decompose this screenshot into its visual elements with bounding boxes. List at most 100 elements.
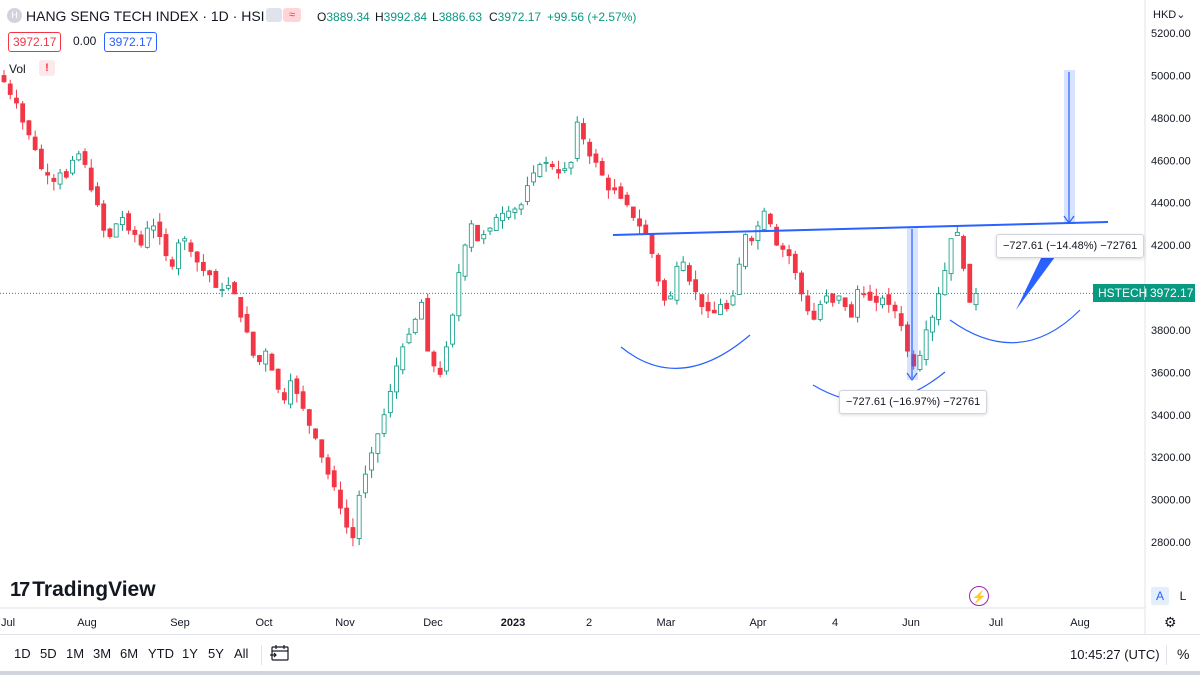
candle-body — [487, 227, 493, 232]
candle-body — [799, 272, 804, 295]
candle-body — [711, 309, 717, 314]
price-tick-label: 3600.00 — [1151, 367, 1191, 379]
timeframe-ytd-button[interactable]: YTD — [148, 646, 174, 661]
candle-body — [662, 280, 667, 301]
chart-area[interactable]: 5200.00 5000.00 4800.00 4600.00 4400.00 4200.… — [0, 0, 1200, 634]
timeframe-1m-button[interactable]: 1M — [66, 646, 85, 661]
candle — [842, 297, 848, 311]
candle-body — [961, 236, 966, 269]
candle — [830, 293, 836, 307]
candle — [524, 176, 530, 206]
clock-timezone[interactable]: 10:45:27 (UTC) — [1070, 647, 1160, 662]
time-tick-label: 2023 — [501, 617, 525, 629]
timeframe-3m-button[interactable]: 3M — [93, 646, 112, 661]
candle-body — [144, 227, 150, 248]
candle-body — [475, 224, 480, 242]
tradingview-logo[interactable]: 17 TradingView — [10, 578, 156, 601]
candle — [481, 230, 487, 245]
candle — [500, 206, 505, 229]
measure-label-target[interactable]: −727.61 (−14.48%) −72761 — [996, 234, 1145, 258]
timeframe-6m-button[interactable]: 6M — [120, 646, 139, 661]
candle — [574, 116, 580, 162]
price-tick-label: 5200.00 — [1151, 28, 1191, 40]
candle-body — [406, 333, 412, 344]
candle — [811, 302, 817, 321]
candle — [749, 235, 755, 246]
candle-body — [313, 428, 318, 439]
time-axis[interactable]: Jul Aug Sep Oct Nov Dec 2023 2 Mar Apr 4 Jun Jul Aug — [1, 617, 1090, 629]
candle-body — [674, 265, 680, 301]
price-axis[interactable]: 5200.00 5000.00 4800.00 4600.00 4400.00 4200.… — [1151, 28, 1191, 549]
timeframe-5d-button[interactable]: 5D — [40, 646, 57, 661]
candle — [605, 174, 611, 199]
candle-body — [232, 282, 237, 295]
measure-label-head[interactable]: −727.61 (−16.97%) −72761 — [839, 390, 988, 414]
candle-body — [724, 302, 730, 310]
candle-body — [923, 329, 929, 360]
candle — [543, 156, 549, 172]
drawings[interactable] — [612, 70, 1109, 403]
candle — [144, 221, 150, 249]
projection-arrow[interactable] — [1016, 254, 1055, 310]
percent-scale-toggle[interactable]: % — [1177, 646, 1190, 662]
spread-value: 0.00 — [73, 34, 97, 48]
ask-price-box[interactable]: 3972.17 — [104, 32, 158, 52]
candle — [612, 178, 618, 195]
candle-body — [219, 289, 225, 292]
candle — [450, 313, 456, 348]
candle — [961, 234, 966, 272]
candle — [400, 343, 406, 375]
lightning-icon[interactable]: ⚡ — [969, 586, 989, 606]
auto-scale-toggle[interactable]: A — [1151, 587, 1169, 605]
candle — [730, 290, 736, 307]
timeframe-1y-button[interactable]: 1Y — [182, 646, 198, 661]
candle-body — [873, 295, 879, 303]
candle-body — [275, 368, 281, 390]
candle — [238, 297, 244, 323]
candle-body — [387, 391, 393, 414]
price-tick-label: 3000.00 — [1151, 495, 1191, 507]
timeframe-5y-button[interactable]: 5Y — [208, 646, 224, 661]
candle-body — [269, 353, 275, 371]
candle — [531, 165, 537, 186]
candle — [425, 293, 431, 352]
candle-body — [842, 297, 848, 307]
candle — [107, 227, 113, 239]
candle-body — [288, 380, 294, 405]
candle-body — [805, 295, 811, 312]
price-tick-label: 3800.00 — [1151, 325, 1191, 337]
candle — [493, 213, 499, 231]
candle-body — [263, 350, 269, 365]
date-range-calendar-icon[interactable] — [270, 644, 290, 662]
compare-wave-icon[interactable]: ≈ — [283, 8, 301, 22]
candle — [836, 295, 842, 304]
candle — [169, 256, 175, 270]
candle — [443, 341, 449, 375]
candle-body — [643, 224, 649, 235]
log-scale-toggle[interactable]: L — [1179, 589, 1187, 603]
candle — [76, 150, 82, 162]
settings-gear-icon[interactable]: ⚙ — [1164, 614, 1177, 630]
ohlc-close: C3972.17 — [489, 10, 542, 24]
candle-body — [38, 148, 44, 170]
candle-body — [381, 414, 387, 434]
right-shoulder-arc[interactable] — [949, 309, 1081, 344]
hide-eye-icon[interactable] — [266, 8, 282, 22]
time-tick-label: Jun — [902, 617, 920, 629]
candle-body — [718, 304, 723, 315]
volume-warning-icon[interactable]: ! — [39, 60, 55, 76]
timeframe-all-button[interactable]: All — [234, 646, 249, 661]
bid-price-box[interactable]: 3972.17 — [8, 32, 62, 52]
left-shoulder-arc[interactable] — [620, 334, 751, 369]
candle-body — [443, 346, 449, 372]
candle — [257, 354, 262, 366]
price-tick-label: 3200.00 — [1151, 452, 1191, 464]
candle — [14, 89, 19, 109]
currency-selector[interactable]: HKD⌄ — [1153, 9, 1186, 21]
candle-body — [207, 270, 213, 276]
neckline-trendline[interactable] — [612, 221, 1109, 236]
candle-body — [419, 301, 424, 320]
timeframe-1d-button[interactable]: 1D — [14, 646, 31, 661]
candle-body — [537, 164, 543, 177]
symbol-title[interactable]: HANG SENG TECH INDEX · 1D · HSI — [26, 8, 265, 24]
